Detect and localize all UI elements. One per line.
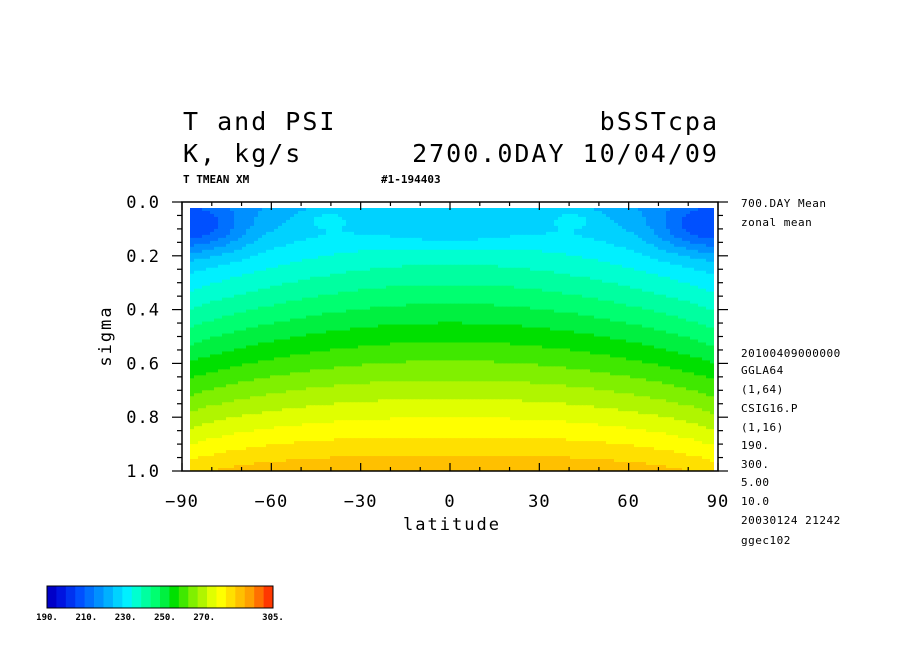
side-info-line: 10.0 <box>741 495 770 508</box>
colorbar-swatch <box>169 586 180 608</box>
chart-title: T and PSI <box>183 107 336 136</box>
y-tick-label: 0.6 <box>126 354 160 374</box>
x-tick-labels: −90 −60 −30 0 30 60 90 <box>165 492 729 512</box>
colorbar-label: 270. <box>193 613 215 623</box>
colorbar <box>46 585 274 609</box>
y-axis-label: sigma <box>96 305 116 366</box>
colorbar-swatch <box>122 586 133 608</box>
colorbar-swatch <box>112 586 123 608</box>
side-info-line: 300. <box>741 458 770 471</box>
side-info-line: 20100409000000 <box>741 347 841 360</box>
colorbar-swatch <box>84 586 95 608</box>
colorbar-swatch <box>178 586 189 608</box>
colorbar-label: 230. <box>115 613 137 623</box>
side-info-line: GGLA64 <box>741 364 784 377</box>
colorbar-labels: 190. 210. 230. 250. 270. 305. <box>36 613 284 623</box>
colorbar-label: 250. <box>154 613 176 623</box>
experiment-name: bSSTcpa <box>600 107 719 136</box>
colorbar-swatch <box>141 586 151 608</box>
y-tick-label: 0.8 <box>126 408 160 428</box>
x-tick-label: 30 <box>528 492 550 512</box>
colorbar-swatch <box>103 586 114 608</box>
colorbar-swatch <box>188 586 198 608</box>
colorbar-swatch <box>225 586 236 608</box>
y-tick-label: 0.4 <box>126 301 160 321</box>
side-info-line: (1,64) <box>741 383 784 396</box>
colorbar-swatch <box>150 586 161 608</box>
units-label: K, kg/s <box>183 139 302 168</box>
axis-ticks <box>172 201 728 472</box>
side-info-line: (1,16) <box>741 421 784 434</box>
colorbar-swatch <box>56 586 67 608</box>
colorbar-swatch <box>47 586 57 608</box>
side-info-line: 5.00 <box>741 476 770 489</box>
variable-code: T TMEAN XM <box>183 173 250 186</box>
side-info-line: CSIG16.P <box>741 402 798 415</box>
colorbar-swatch <box>216 586 227 608</box>
side-info: 700.DAY Mean zonal mean 20100409000000 GGLA… <box>741 197 841 547</box>
x-tick-label: 0 <box>444 492 455 512</box>
colorbar-swatch <box>197 586 208 608</box>
colorbar-swatch <box>131 586 142 608</box>
colorbar-swatch <box>244 586 255 608</box>
colorbar-swatch <box>65 586 76 608</box>
colorbar-swatch <box>94 586 104 608</box>
side-info-line: ggec102 <box>741 534 791 547</box>
side-info-line: 700.DAY Mean <box>741 197 826 210</box>
colorbar-label: 305. <box>262 613 284 623</box>
colorbar-label: 190. <box>36 613 58 623</box>
side-info-line: 190. <box>741 439 770 452</box>
x-axis-label: latitude <box>403 515 501 535</box>
time-label: 2700.0DAY 10/04/09 <box>412 139 719 168</box>
colorbar-swatch <box>254 586 264 608</box>
colorbar-swatch <box>207 586 217 608</box>
temperature-field <box>182 202 718 471</box>
side-info-line: zonal mean <box>741 216 812 229</box>
x-tick-label: −60 <box>254 492 288 512</box>
x-tick-label: −30 <box>344 492 378 512</box>
colorbar-swatch <box>75 586 85 608</box>
x-tick-label: 60 <box>617 492 639 512</box>
y-tick-label: 0.0 <box>126 193 160 213</box>
colorbar-swatch <box>235 586 246 608</box>
y-tick-label: 0.2 <box>126 247 160 267</box>
colorbar-label: 210. <box>75 613 97 623</box>
colorbar-swatch <box>160 586 170 608</box>
run-id: #1-194403 <box>381 173 441 186</box>
x-tick-label: 90 <box>707 492 729 512</box>
y-tick-label: 1.0 <box>126 462 160 482</box>
y-tick-labels: 0.0 0.2 0.4 0.6 0.8 1.0 <box>126 193 160 482</box>
side-info-line: 20030124 21242 <box>741 514 841 527</box>
x-tick-label: −90 <box>165 492 199 512</box>
colorbar-swatch <box>263 586 274 608</box>
